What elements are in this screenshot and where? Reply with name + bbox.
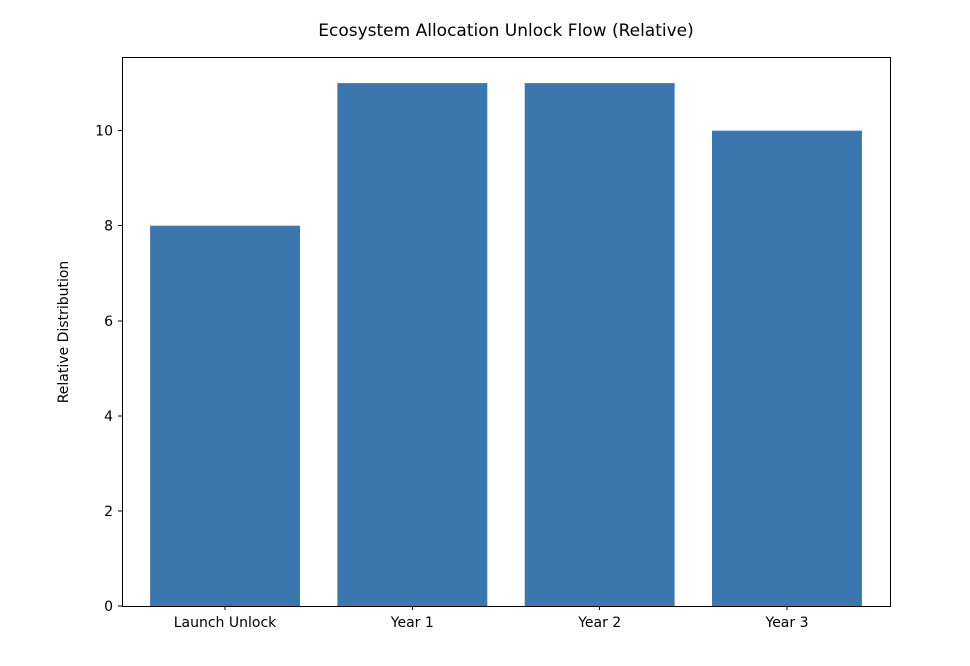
bar	[712, 130, 862, 606]
x-tick-label: Year 3	[765, 615, 809, 631]
y-tick-label: 0	[104, 599, 113, 615]
chart-title: Ecosystem Allocation Unlock Flow (Relati…	[318, 21, 694, 41]
y-tick-label: 10	[95, 124, 113, 140]
x-tick-label: Year 1	[390, 615, 434, 631]
bar	[524, 83, 675, 607]
y-axis-label: Relative Distribution	[56, 260, 72, 404]
y-tick-label: 8	[104, 219, 113, 235]
x-tick-label: Launch Unlock	[174, 615, 277, 631]
x-tick-label: Year 2	[577, 615, 621, 631]
plot-border	[122, 57, 891, 607]
y-tick-label: 2	[104, 504, 113, 520]
bar	[337, 83, 488, 607]
y-tick-label: 6	[104, 314, 113, 330]
bar	[150, 225, 300, 606]
y-tick-label: 4	[104, 409, 113, 425]
